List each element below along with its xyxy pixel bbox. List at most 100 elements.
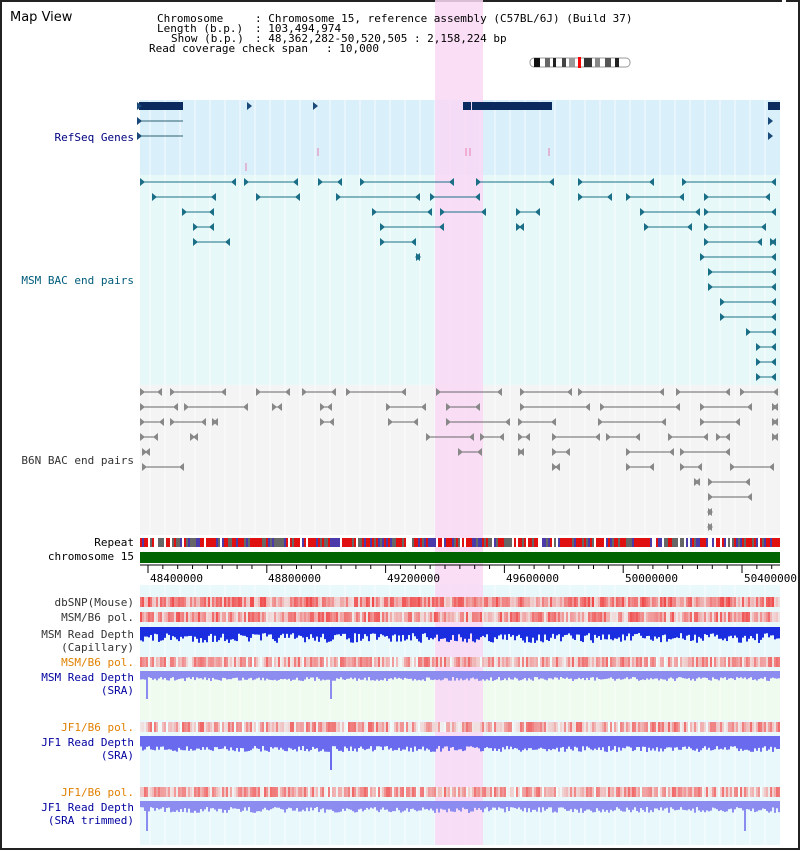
jf1-b6-pol-2-heat-cell (428, 787, 430, 797)
msm-bac-end (649, 178, 654, 186)
msm-b6-pol-sra-heat-cell (634, 657, 636, 667)
dbsnp-heat-cell (278, 597, 280, 607)
b6n-bac-end (555, 463, 560, 471)
repeat-element (460, 538, 462, 547)
dbsnp-heat-cell (728, 597, 730, 607)
jf1-trimmed-depth-bar (144, 801, 146, 811)
jf1-b6-pol-heat-cell (486, 722, 488, 732)
msm-capillary-depth-bar (246, 627, 248, 638)
msm-b6-pol-sra-heat-cell (598, 657, 600, 667)
msm-sra-depth-bar (372, 671, 374, 681)
msm-capillary-depth-bar (358, 627, 360, 634)
jf1-b6-pol-2-heat-cell (492, 787, 494, 797)
b6n-bac-end (421, 403, 426, 411)
jf1-b6-pol-heat-cell (168, 722, 170, 732)
msm-capillary-depth-bar (710, 627, 712, 634)
dbsnp-heat-cell (358, 597, 360, 607)
dbsnp-heat-cell (392, 597, 394, 607)
msm-b6-pol-sra-heat-cell (410, 657, 412, 667)
msm-b6-pol-sra-heat-cell (456, 657, 458, 667)
msm-b6-pol-heat-cell (612, 612, 614, 622)
b6n-bac-end (446, 403, 451, 411)
msm-b6-pol-sra-heat-cell (324, 657, 326, 667)
jf1-b6-pol-2-heat-cell (290, 787, 292, 797)
repeat-element (352, 538, 354, 547)
jf1-trimmed-depth-bar (224, 801, 226, 811)
jf1-trimmed-depth-bar (160, 801, 162, 809)
msm-capillary-depth-bar (252, 627, 254, 635)
jf1-b6-pol-2-heat-cell (156, 787, 158, 797)
jf1-b6-pol-2-heat-cell (466, 787, 468, 797)
jf1-b6-pol-heat-cell (214, 722, 216, 732)
jf1-sra-depth-bar (400, 736, 402, 751)
msm-b6-pol-heat-cell (346, 612, 348, 622)
b6n-bac-end (595, 433, 600, 441)
msm-sra-depth-bar (692, 671, 694, 679)
msm-b6-pol-sra-heat-cell (546, 657, 548, 667)
repeat-element (520, 538, 522, 547)
jf1-trimmed-depth-bar (652, 801, 654, 813)
dbsnp-heat-cell (518, 597, 520, 607)
dbsnp-heat-cell (176, 597, 178, 607)
msm-bac-end (336, 193, 341, 201)
dbsnp-heat-cell (458, 597, 460, 607)
jf1-sra-depth-bar (276, 736, 278, 748)
msm-b6-pol-sra-heat-cell (486, 657, 488, 667)
msm-sra-depth-bar (146, 671, 148, 699)
jf1-b6-pol-heat-cell (298, 722, 300, 732)
dbsnp-heat-cell (156, 597, 158, 607)
msm-b6-pol-heat-cell (228, 612, 230, 622)
jf1-sra-depth-bar (604, 736, 606, 752)
msm-b6-pol-heat-cell (382, 612, 384, 622)
jf1-b6-pol-2-heat-cell (602, 787, 604, 797)
jf1-trimmed-depth-bar (316, 801, 318, 808)
msm-b6-pol-heat-cell (548, 612, 550, 622)
repeat-element (166, 538, 168, 547)
b6n-bac-end (272, 403, 277, 411)
msm-b6-pol-sra-heat-cell (494, 657, 496, 667)
msm-capillary-depth-bar (676, 627, 678, 638)
jf1-b6-pol-2-heat-cell (206, 787, 208, 797)
jf1-b6-pol-heat-cell (312, 722, 314, 732)
dbsnp-heat-cell (598, 597, 600, 607)
msm-sra-depth-bar (624, 671, 626, 679)
repeat-element (306, 538, 308, 547)
jf1-trimmed-depth-bar (356, 801, 358, 813)
msm-sra-depth-bar (496, 671, 498, 680)
jf1-sra-depth-bar (150, 736, 152, 750)
jf1-sra-depth-bar (368, 736, 370, 749)
jf1-b6-pol-heat-cell (608, 722, 610, 732)
jf1-b6-pol-2-heat-cell (584, 787, 586, 797)
msm-sra-depth-bar (252, 671, 254, 681)
repeat-element (144, 538, 146, 547)
jf1-b6-pol-heat-cell (658, 722, 660, 732)
repeat-element (342, 538, 344, 547)
chromosome-ideogram[interactable] (529, 53, 631, 68)
msm-sra-depth-bar (696, 671, 698, 679)
msm-sra-depth-bar (244, 671, 246, 680)
msm-b6-pol-sra-heat-cell (770, 657, 772, 667)
dbsnp-heat-cell (368, 597, 370, 607)
msm-sra-depth-bar (646, 671, 648, 679)
msm-sra-depth-bar (346, 671, 348, 679)
jf1-b6-pol-heat-cell (156, 722, 158, 732)
jf1-b6-pol-2-heat-cell (716, 787, 718, 797)
msm-b6-pol-heat-cell (486, 612, 488, 622)
b6n-bac-end (725, 388, 730, 396)
msm-sra-depth-bar (238, 671, 240, 681)
msm-b6-pol-sra-heat-cell (488, 657, 490, 667)
msm-capillary-depth-bar (204, 627, 206, 641)
msm-sra-depth-bar (588, 671, 590, 681)
jf1-sra-depth-bar (412, 736, 414, 752)
msm-sra-depth-bar (418, 671, 420, 680)
jf1-b6-pol-heat-cell (280, 722, 282, 732)
msm-sra-depth-bar (246, 671, 248, 680)
msm-b6-pol-heat-cell (180, 612, 182, 622)
jf1-sra-depth-bar (612, 736, 614, 750)
jf1-sra-depth-bar (258, 736, 260, 749)
msm-b6-pol-sra-heat-cell (686, 657, 688, 667)
msm-capillary-depth-bar (328, 627, 330, 642)
jf1-sra-depth-bar (174, 736, 176, 751)
msm-capillary-depth-bar (342, 627, 344, 634)
